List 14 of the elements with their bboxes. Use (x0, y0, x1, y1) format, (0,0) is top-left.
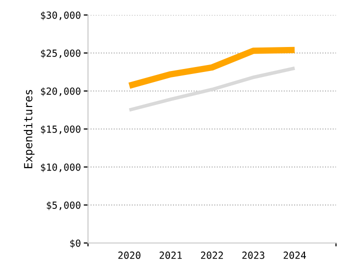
y-tick-label: $15,000 (40, 125, 80, 134)
y-tick-label: $30,000 (40, 11, 80, 20)
y-tick-label: $20,000 (40, 87, 80, 96)
y-tick-label: $10,000 (40, 163, 80, 172)
line-series (128, 66, 296, 112)
x-tick-label: 2024 (284, 252, 306, 259)
x-tick-label: 2023 (242, 252, 264, 259)
y-tick-label: $5,000 (46, 201, 80, 210)
x-tick-label: 2021 (160, 252, 182, 259)
y-tick-label: $0 (70, 239, 80, 248)
x-tick-label: 2022 (201, 252, 223, 259)
x-tick-label: 2020 (118, 252, 140, 259)
y-axis-title: Expenditures (24, 90, 35, 168)
y-tick-label: $25,000 (40, 49, 80, 58)
